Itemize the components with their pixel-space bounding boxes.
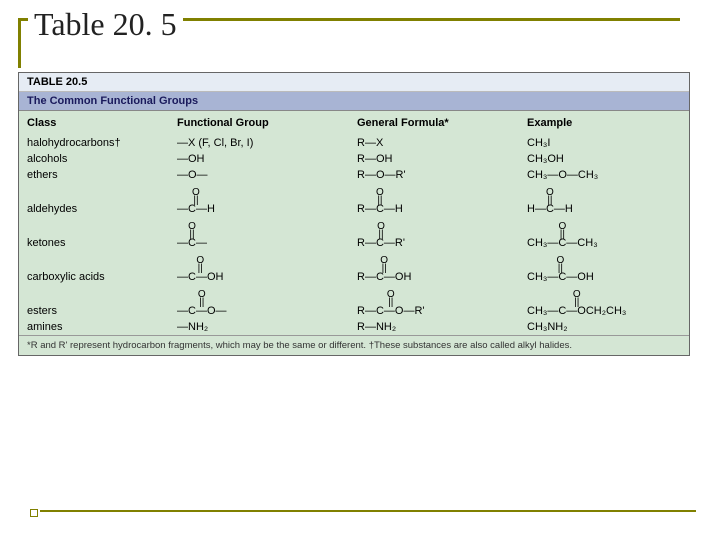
cell-fg: O||—C— xyxy=(177,222,357,249)
cell-fg: O||—C—H xyxy=(177,188,357,215)
cell-ex: O||CH₃—C—CH₃ xyxy=(527,222,677,249)
table-header-row: Class Functional Group General Formula* … xyxy=(19,111,689,135)
table-row: esters O||—C—O— O||R—C—O—R' O||CH₃—C—OCH… xyxy=(19,285,689,319)
table-row: aldehydes O||—C—H O||R—C—H O||H—C—H xyxy=(19,183,689,217)
table-row: alcohols —OH R—OH CH₃OH xyxy=(19,151,689,167)
cell-class: carboxylic acids xyxy=(27,271,177,283)
cell-gf: O||R—C—H xyxy=(357,188,527,215)
cell-ex: CH₃OH xyxy=(527,153,677,165)
cell-gf: R—NH₂ xyxy=(357,321,527,333)
cell-gf: O||R—C—OH xyxy=(357,256,527,283)
col-gf: General Formula* xyxy=(357,117,527,129)
cell-gf: R—X xyxy=(357,137,527,149)
cell-fg: —NH₂ xyxy=(177,321,357,333)
table-row: amines —NH₂ R—NH₂ CH₃NH₂ xyxy=(19,319,689,335)
col-class: Class xyxy=(27,117,177,129)
cell-class: ethers xyxy=(27,169,177,181)
cell-fg: —OH xyxy=(177,153,357,165)
cell-class: amines xyxy=(27,321,177,333)
table-label: TABLE 20.5 xyxy=(19,73,689,92)
slide-title: Table 20. 5 xyxy=(28,6,183,43)
cell-class: aldehydes xyxy=(27,203,177,215)
cell-fg: —O— xyxy=(177,169,357,181)
cell-ex: CH₃—O—CH₃ xyxy=(527,169,677,181)
cell-ex: CH₃I xyxy=(527,137,677,149)
table-row: ethers —O— R—O—R' CH₃—O—CH₃ xyxy=(19,167,689,183)
cell-gf: R—OH xyxy=(357,153,527,165)
table-row: carboxylic acids O||—C—OH O||R—C—OH O||C… xyxy=(19,251,689,285)
table-row: ketones O||—C— O||R—C—R' O||CH₃—C—CH₃ xyxy=(19,217,689,251)
col-ex: Example xyxy=(527,117,677,129)
functional-groups-table: TABLE 20.5 The Common Functional Groups … xyxy=(18,72,690,356)
cell-ex: CH₃NH₂ xyxy=(527,321,677,333)
cell-class: esters xyxy=(27,305,177,317)
cell-ex: O||H—C—H xyxy=(527,188,677,215)
cell-class: halohydrocarbons† xyxy=(27,137,177,149)
cell-ex: O||CH₃—C—OCH₂CH₃ xyxy=(527,290,677,317)
table-caption: The Common Functional Groups xyxy=(19,92,689,111)
accent-line-left xyxy=(18,18,21,68)
cell-fg: O||—C—O— xyxy=(177,290,357,317)
cell-class: alcohols xyxy=(27,153,177,165)
cell-ex: O||CH₃—C—OH xyxy=(527,256,677,283)
cell-fg: —X (F, Cl, Br, I) xyxy=(177,137,357,149)
cell-gf: R—O—R' xyxy=(357,169,527,181)
table-row: halohydrocarbons† —X (F, Cl, Br, I) R—X … xyxy=(19,135,689,151)
cell-gf: O||R—C—R' xyxy=(357,222,527,249)
table-footnote: *R and R' represent hydrocarbon fragment… xyxy=(19,335,689,355)
cell-gf: O||R—C—O—R' xyxy=(357,290,527,317)
cell-fg: O||—C—OH xyxy=(177,256,357,283)
cell-class: ketones xyxy=(27,237,177,249)
col-fg: Functional Group xyxy=(177,117,357,129)
accent-line-bottom xyxy=(40,510,696,512)
accent-square xyxy=(30,509,38,517)
